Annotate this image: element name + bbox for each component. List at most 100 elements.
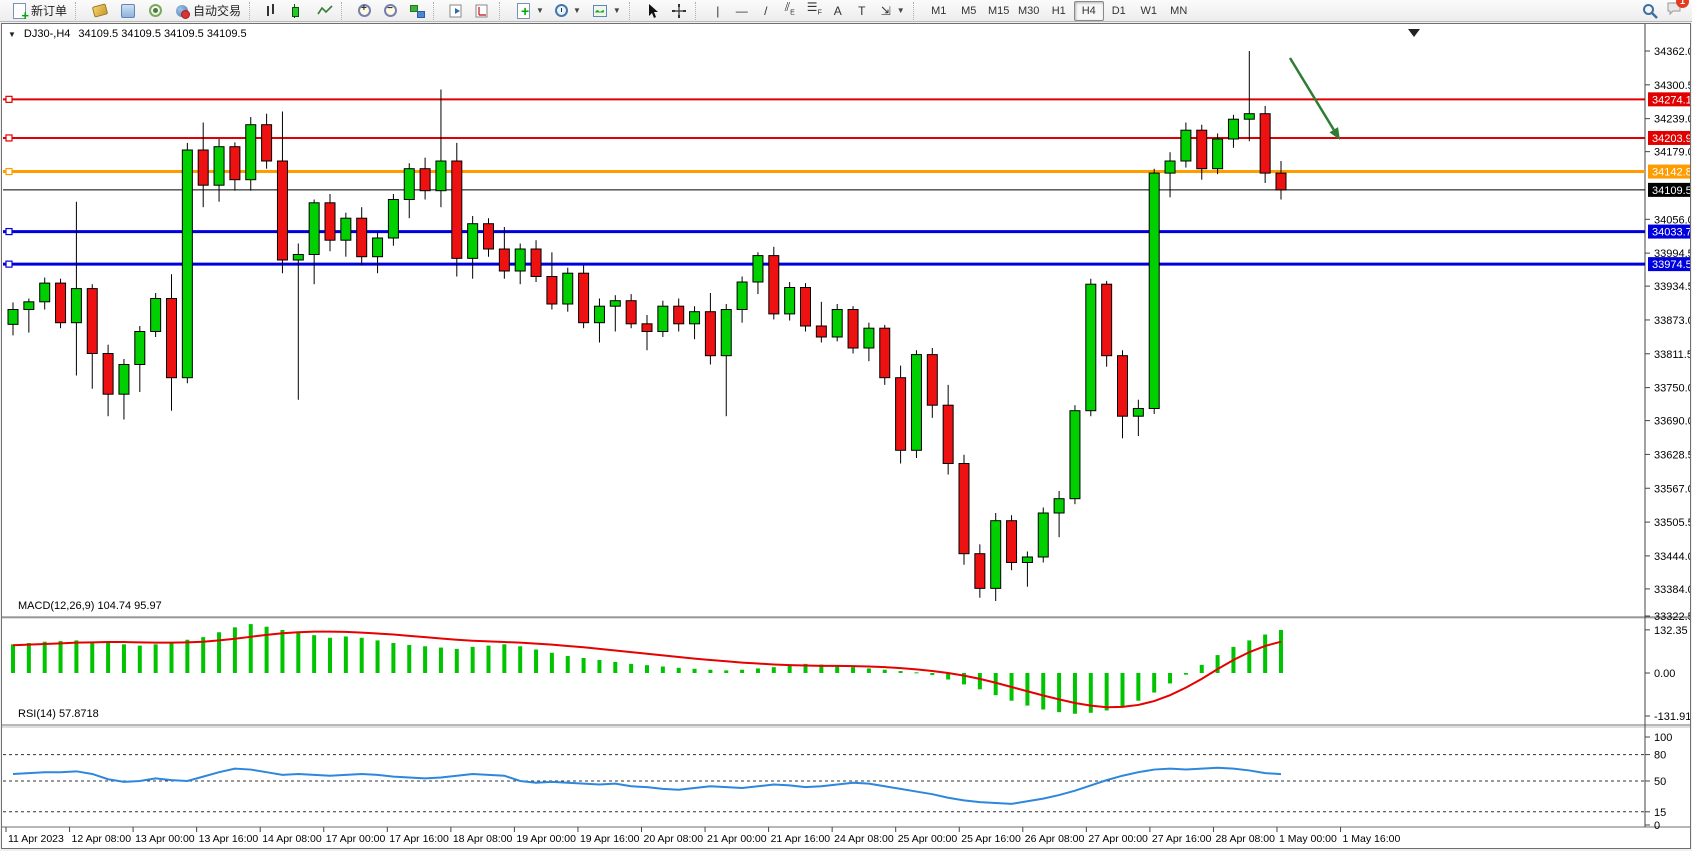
tab-timeframe-d1[interactable]: D1: [1111, 4, 1126, 17]
auto-trading-button[interactable]: 自动交易: [169, 0, 246, 22]
tab-timeframe-m15[interactable]: M15: [988, 4, 1010, 17]
line-anchor[interactable]: [5, 227, 13, 236]
symbol-period-label: DJ30-,H4: [23, 28, 71, 40]
text-tool[interactable]: A: [826, 0, 850, 22]
add-indicator-button[interactable]: ▼: [510, 0, 549, 23]
tab-timeframe-h1[interactable]: H1: [1051, 4, 1066, 17]
auto-trading-label: 自动交易: [193, 4, 242, 18]
template-button[interactable]: ▼: [586, 0, 626, 22]
line-anchor[interactable]: [5, 95, 13, 103]
time-axis-label: 17 Apr 00:00: [326, 833, 386, 845]
zoom-out-button[interactable]: [378, 0, 404, 22]
arrows-tool[interactable]: ⇲ ▼: [874, 0, 910, 22]
chevron-down-icon: ▼: [612, 6, 621, 15]
separator: [341, 1, 349, 20]
chevron-down-icon: ▼: [572, 6, 581, 15]
time-axis-label: 25 Apr 16:00: [961, 833, 1021, 845]
rsi-indicator-label: RSI(14) 57.8718: [18, 708, 99, 720]
svg-text:33444.0: 33444.0: [1654, 551, 1690, 563]
trend-arrow-annotation[interactable]: [1288, 57, 1335, 131]
trend-arrow-head: [1329, 127, 1340, 140]
svg-text:-131.91: -131.91: [1654, 711, 1690, 723]
candlestick-chart-button[interactable]: [286, 0, 312, 22]
svg-text:34362.0: 34362.0: [1654, 46, 1690, 58]
cycle-charts-button[interactable]: [444, 0, 470, 22]
trendline-tool[interactable]: /: [754, 0, 778, 22]
text-tool-icon: A: [833, 3, 842, 18]
svg-text:34033.7: 34033.7: [1652, 227, 1690, 239]
time-axis-label: 14 Apr 08:00: [262, 833, 322, 845]
svg-text:34179.0: 34179.0: [1654, 147, 1690, 159]
add-indicator-icon: [517, 2, 533, 23]
signals-button[interactable]: [142, 0, 169, 22]
tab-timeframe-m1[interactable]: M1: [931, 4, 947, 17]
text-label-icon: T: [858, 3, 866, 18]
separator: [433, 1, 441, 20]
time-axis-label: 20 Apr 08:00: [644, 833, 704, 845]
time-axis-label: 11 Apr 2023: [8, 833, 64, 845]
horizontal-line-icon: —: [735, 3, 748, 18]
tab-timeframe-h4[interactable]: H4: [1073, 0, 1104, 21]
market-watch-button[interactable]: [114, 0, 142, 22]
clock-icon: [554, 4, 568, 17]
hammer-tool-button[interactable]: [86, 0, 114, 22]
time-axis-label: 21 Apr 16:00: [771, 833, 831, 845]
price-badge: [1648, 257, 1690, 272]
zoom-in-button[interactable]: [352, 0, 378, 22]
chart-canvas[interactable]: 34362.034300.534239.034179.034056.033994…: [2, 24, 1690, 848]
crosshair-tool-button[interactable]: [666, 0, 692, 22]
time-axis-label: 13 Apr 16:00: [199, 833, 259, 845]
tab-timeframe-mn[interactable]: MN: [1170, 4, 1188, 17]
search-icon[interactable]: [1642, 3, 1658, 19]
tab-timeframe-w1[interactable]: W1: [1140, 4, 1157, 17]
time-axis-label: 24 Apr 08:00: [834, 833, 894, 845]
chart-shift-marker[interactable]: [1408, 29, 1420, 37]
svg-text:33567.0: 33567.0: [1654, 483, 1690, 495]
line-chart-button[interactable]: [312, 0, 338, 22]
book-icon: [121, 3, 136, 18]
tab-timeframe-m5[interactable]: M5: [961, 4, 977, 17]
line-anchor[interactable]: [5, 167, 13, 176]
equidistant-channel-tool[interactable]: ⫽E: [778, 0, 802, 22]
line-chart-icon: [317, 4, 333, 14]
bar-chart-button[interactable]: [260, 0, 286, 22]
text-label-tool[interactable]: T: [850, 0, 874, 22]
time-axis-label: 12 Apr 08:00: [72, 833, 132, 845]
zoom-out-icon: [383, 3, 399, 19]
svg-text:33873.0: 33873.0: [1654, 315, 1690, 327]
chart-title: ▼ DJ30-,H4 34109.5 34109.5 34109.5 34109…: [8, 28, 247, 40]
notifications-button[interactable]: 1: [1666, 0, 1689, 21]
svg-text:50: 50: [1654, 776, 1666, 788]
line-anchor[interactable]: [5, 260, 13, 268]
tab-timeframe-m30[interactable]: M30: [1018, 4, 1040, 17]
svg-text:33974.5: 33974.5: [1652, 259, 1690, 271]
signal-icon: [149, 4, 163, 17]
time-axis-label: 13 Apr 00:00: [135, 833, 195, 845]
svg-text:33505.5: 33505.5: [1654, 517, 1690, 529]
separator: [499, 1, 507, 20]
svg-text:34239.0: 34239.0: [1654, 114, 1690, 126]
macd-signal-line: [12, 630, 1282, 709]
svg-text:33934.5: 33934.5: [1654, 281, 1690, 293]
tile-windows-button[interactable]: [404, 0, 430, 22]
template-icon: [592, 4, 607, 17]
svg-text:132.35: 132.35: [1654, 625, 1688, 637]
period-button[interactable]: ▼: [549, 0, 586, 22]
new-order-button[interactable]: 新订单: [6, 0, 72, 23]
time-axis-label: 26 Apr 08:00: [1025, 833, 1085, 845]
chevron-down-icon[interactable]: ▼: [8, 29, 16, 39]
svg-text:33750.0: 33750.0: [1654, 383, 1690, 395]
svg-text:0: 0: [1654, 820, 1660, 832]
fibonacci-tool[interactable]: ☰F: [802, 0, 826, 22]
arrange-button[interactable]: [470, 0, 496, 22]
line-anchor[interactable]: [5, 134, 13, 142]
vertical-line-tool[interactable]: |: [706, 0, 730, 22]
price-badge: [1648, 164, 1690, 179]
cursor-tool-button[interactable]: [640, 0, 666, 22]
arrows-icon: ⇲: [880, 3, 891, 18]
horizontal-line-tool[interactable]: —: [730, 0, 754, 22]
quote-values-label: 34109.5 34109.5 34109.5 34109.5: [78, 28, 247, 40]
vertical-line-icon: |: [716, 3, 720, 18]
svg-text:33628.5: 33628.5: [1654, 449, 1690, 461]
